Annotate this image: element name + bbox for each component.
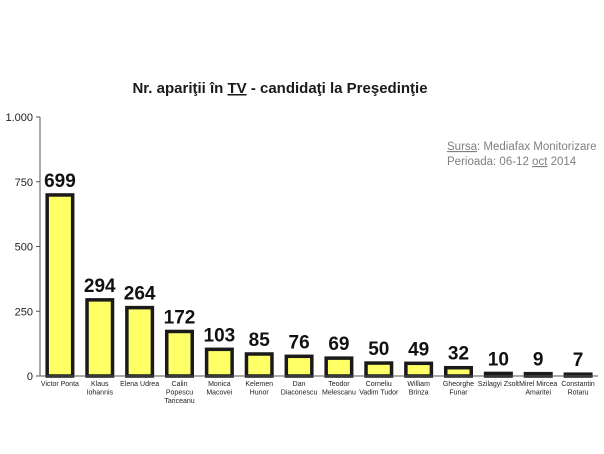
category-label-line: Diaconescu (281, 390, 318, 397)
period-month: oct (532, 156, 548, 168)
category-label-line: Corneliu (366, 381, 392, 388)
bar-value-label: 69 (328, 334, 349, 355)
y-tick-label: 0 (27, 371, 33, 383)
bar-value-label: 264 (124, 284, 156, 305)
category-label-line: Amaritei (525, 390, 551, 397)
bar (45, 193, 75, 378)
category-label-line: Dan (293, 381, 306, 388)
bar (284, 354, 314, 378)
category-label-line: Calin (172, 381, 188, 388)
bars: 699 294 264 172 103 85 76 69 50 49 32 10 9 7 (44, 171, 593, 378)
category-label-line: Kelemen (245, 381, 273, 388)
bar-value-label: 7 (573, 350, 584, 371)
period-label: Perioada: 06-12 (447, 156, 532, 168)
category-label-line: Teodor (328, 381, 350, 388)
bar-value-label: 85 (249, 330, 271, 351)
chart-title-part-1: Nr. apariţii în (132, 80, 227, 97)
bar-value-label: 9 (533, 350, 544, 371)
source-name: : Mediafax Monitorizare (477, 141, 597, 153)
bar (164, 329, 195, 378)
category-label: Teodor Melescanu (322, 381, 356, 397)
bar (443, 365, 474, 378)
source-line-2: Perioada: 06-12 oct 2014 (447, 156, 577, 168)
y-tick-label: 1.000 (5, 112, 33, 124)
category-label-line: Rotaru (568, 390, 589, 397)
x-axis: Victor Ponta Klaus Iohannis Elena Udrea Cali… (40, 375, 598, 405)
bar (364, 361, 394, 378)
category-label-line: Tariceanu (164, 398, 194, 405)
category-label-line: Funar (449, 390, 468, 397)
bar (85, 298, 115, 378)
category-label-line: Vadim Tudor (359, 390, 399, 397)
category-label: Gheorghe Funar (443, 381, 474, 397)
y-tick-label: 750 (15, 177, 33, 189)
bar-value-label: 10 (488, 349, 509, 370)
source-line-1: Sursa: Mediafax Monitorizare (447, 141, 597, 153)
category-label-line: Iohannis (87, 390, 114, 397)
category-label: Mirel Mircea Amaritei (519, 381, 557, 397)
category-label-line: Gheorghe (443, 381, 474, 388)
category-label-line: Klaus (91, 381, 109, 388)
period-year: 2014 (547, 156, 576, 168)
y-tick-label: 500 (15, 242, 33, 254)
bar (244, 352, 274, 378)
y-tick-label: 250 (15, 306, 33, 318)
category-label-line: Macovei (206, 390, 233, 397)
y-axis: 0 250 500 750 1.000 (5, 112, 41, 383)
category-label: Constantin Rotaru (561, 381, 595, 397)
category-label: Dan Diaconescu (281, 381, 318, 397)
category-label: Elena Udrea (120, 381, 159, 388)
bar-value-label: 76 (289, 332, 310, 353)
category-label-line: Monica (208, 381, 231, 388)
chart-title-part-2: TV (227, 80, 246, 97)
category-label-line: Brinza (409, 390, 429, 397)
bar (125, 305, 155, 378)
category-label: Calin Popescu Tariceanu (164, 381, 194, 405)
bar-value-label: 103 (204, 325, 236, 346)
category-label-line: Melescanu (322, 390, 356, 397)
category-label: Kelemen Hunor (245, 381, 273, 397)
category-label-line: Constantin (561, 381, 595, 388)
bar-value-label: 172 (164, 307, 196, 328)
category-label: Victor Ponta (41, 381, 79, 388)
bar (324, 356, 354, 378)
bar (204, 347, 234, 378)
bar-value-label: 50 (368, 339, 389, 360)
bar (404, 361, 434, 378)
category-label: William Brinza (407, 381, 430, 397)
chart-title-part-3: - candidaţi la Preşedinţie (247, 80, 428, 97)
category-label-line: Szilagyi Zsolt (478, 381, 519, 388)
category-label: Szilagyi Zsolt (478, 381, 519, 388)
category-label-line: Hunor (250, 390, 270, 397)
bar-value-label: 32 (448, 344, 469, 365)
category-label-line: Elena Udrea (120, 381, 159, 388)
chart-title: Nr. apariţii în TV - candidaţi la Preşed… (132, 80, 427, 97)
category-label: Monica Macovei (206, 381, 233, 397)
category-label-line: Popescu (166, 390, 193, 397)
bar-value-label: 699 (44, 171, 76, 192)
bar-value-label: 294 (84, 276, 116, 297)
bar-value-label: 49 (408, 339, 429, 360)
category-label: Klaus Iohannis (87, 381, 114, 397)
category-label-line: Mirel Mircea (519, 381, 557, 388)
category-label-line: William (407, 381, 430, 388)
category-label: Corneliu Vadim Tudor (359, 381, 399, 397)
source-label: Sursa (447, 141, 478, 153)
source-note: Sursa: Mediafax Monitorizare Perioada: 0… (447, 141, 597, 168)
category-label-line: Victor Ponta (41, 381, 79, 388)
